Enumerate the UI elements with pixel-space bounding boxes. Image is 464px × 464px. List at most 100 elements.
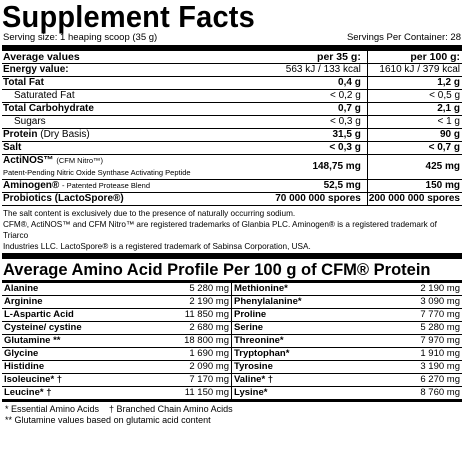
table-row: Salt < 0,3 g < 0,7 g	[2, 141, 462, 155]
amino-name: Arginine	[4, 296, 43, 307]
row-value: 425 mg	[367, 154, 462, 180]
list-item: Cysteine/ cystine 2 680 mg	[2, 322, 232, 335]
row-label-energy: Energy value:	[2, 63, 243, 77]
amino-value: 11 150 mg	[184, 387, 229, 398]
aminogen-label: Aminogen®	[3, 180, 60, 191]
amino-column-left: Alanine 5 280 mg Arginine 2 190 mg L-Aspar…	[2, 283, 232, 400]
table-row: Protein (Dry Basis) 31,5 g 90 g	[2, 128, 462, 142]
table-header-row: Average values per 35 g: per 100 g:	[2, 51, 462, 64]
amino-value: 18 800 mg	[184, 335, 229, 346]
divider-thick	[2, 45, 462, 51]
row-value: 31,5 g	[242, 128, 368, 142]
amino-name: Proline	[234, 309, 267, 320]
row-value: 0,7 g	[242, 102, 368, 116]
list-item: Histidine 2 090 mg	[2, 361, 232, 374]
amino-name: Leucine* †	[4, 387, 52, 398]
divider-thick	[2, 253, 462, 259]
row-value: 52,5 mg	[242, 179, 368, 193]
list-item: Glycine 1 690 mg	[2, 348, 232, 361]
row-value: 150 mg	[367, 179, 462, 193]
row-label-protein: Protein (Dry Basis)	[2, 128, 243, 142]
amino-title: Average Amino Acid Profile Per 100 g of …	[3, 261, 431, 279]
serving-info: Serving size: 1 heaping scoop (35 g) Ser…	[2, 32, 462, 44]
list-item: Isoleucine* † 7 170 mg	[2, 374, 232, 387]
row-value: < 1 g	[367, 115, 462, 129]
amino-name: Glycine	[4, 348, 39, 359]
row-label-saturated-fat: Saturated Fat	[2, 89, 243, 103]
header-label: Average values	[2, 51, 243, 64]
amino-table: Alanine 5 280 mg Arginine 2 190 mg L-Aspar…	[2, 283, 462, 400]
actinos-label: ActiNOS™	[3, 155, 54, 166]
note-trademark-2: Industries LLC. LactoSpore® is a registe…	[3, 242, 311, 251]
row-value: < 0,3 g	[242, 115, 368, 129]
row-label-actinos: ActiNOS™ (CFM Nitro™) Patent-Pending Nitr…	[2, 154, 243, 180]
row-value: < 0,5 g	[367, 89, 462, 103]
divider	[2, 400, 462, 402]
actinos-description: Patent-Pending Nitric Oxide Synthase Act…	[3, 168, 191, 177]
amino-value: 7 170 mg	[189, 374, 229, 385]
row-label-aminogen: Aminogen® - Patented Protease Blend	[2, 179, 243, 193]
list-item: Valine* † 6 270 mg	[232, 374, 462, 387]
row-value: 200 000 000 spores	[367, 192, 462, 206]
table-row: Probiotics (LactoSpore®) 70 000 000 spor…	[2, 192, 462, 206]
row-value: 90 g	[367, 128, 462, 142]
list-item: Tyrosine 3 190 mg	[232, 361, 462, 374]
amino-value: 8 760 mg	[420, 387, 460, 398]
aminogen-suffix: - Patented Protease Blend	[62, 181, 151, 190]
actinos-suffix: (CFM Nitro™)	[56, 156, 104, 165]
table-row: Total Carbohydrate 0,7 g 2,1 g	[2, 102, 462, 116]
amino-value: 7 770 mg	[420, 309, 460, 320]
header-col1: per 35 g:	[242, 51, 368, 64]
table-row: Saturated Fat < 0,2 g < 0,5 g	[2, 89, 462, 103]
amino-name: L-Aspartic Acid	[4, 309, 74, 320]
table-row: Sugars < 0,3 g < 1 g	[2, 115, 462, 129]
list-item: Tryptophan* 1 910 mg	[232, 348, 462, 361]
amino-value: 5 280 mg	[420, 322, 460, 333]
row-value: 1,2 g	[367, 76, 462, 90]
notes: The salt content is exclusively due to t…	[2, 206, 462, 252]
header-col2: per 100 g:	[367, 51, 462, 64]
amino-name: Threonine*	[234, 335, 284, 346]
row-value: 148,75 mg	[242, 154, 368, 180]
amino-name: Methionine*	[234, 283, 288, 294]
row-label-sugars: Sugars	[2, 115, 243, 129]
amino-name: Serine	[234, 322, 264, 333]
list-item: Arginine 2 190 mg	[2, 296, 232, 309]
note-salt: The salt content is exclusively due to t…	[3, 209, 296, 218]
row-value: 0,4 g	[242, 76, 368, 90]
amino-value: 2 090 mg	[189, 361, 229, 372]
amino-name: Glutamine **	[4, 335, 61, 346]
amino-name: Tyrosine	[234, 361, 273, 372]
amino-value: 11 850 mg	[184, 309, 229, 320]
row-label-salt: Salt	[2, 141, 243, 155]
row-value: < 0,2 g	[242, 89, 368, 103]
list-item: L-Aspartic Acid 11 850 mg	[2, 309, 232, 322]
amino-name: Valine* †	[234, 374, 274, 385]
row-value: 1610 kJ / 379 kcal	[367, 63, 462, 77]
panel-title: Supplement Facts	[2, 0, 255, 35]
amino-column-right: Methionine* 2 190 mg Phenylalanine* 3 090 …	[232, 283, 462, 400]
list-item: Methionine* 2 190 mg	[232, 283, 462, 296]
row-value: < 0,7 g	[367, 141, 462, 155]
amino-name: Alanine	[4, 283, 39, 294]
amino-value: 2 190 mg	[420, 283, 460, 294]
amino-value: 3 090 mg	[420, 296, 460, 307]
amino-value: 7 970 mg	[420, 335, 460, 346]
list-item: Proline 7 770 mg	[232, 309, 462, 322]
table-row: ActiNOS™ (CFM Nitro™) Patent-Pending Nitr…	[2, 154, 462, 180]
list-item: Serine 5 280 mg	[232, 322, 462, 335]
protein-suffix: (Dry Basis)	[40, 129, 90, 140]
servings-per-container: Servings Per Container: 28	[346, 32, 461, 43]
list-item: Threonine* 7 970 mg	[232, 335, 462, 348]
list-item: Alanine 5 280 mg	[2, 283, 232, 296]
table-row: Aminogen® - Patented Protease Blend 52,5…	[2, 179, 462, 193]
amino-name: Isoleucine* †	[4, 374, 63, 385]
row-value: < 0,3 g	[242, 141, 368, 155]
list-item: Leucine* † 11 150 mg	[2, 387, 232, 400]
amino-value: 5 280 mg	[189, 283, 229, 294]
footnote-glutamine: ** Glutamine values based on glutamic ac…	[5, 415, 211, 425]
amino-value: 6 270 mg	[420, 374, 460, 385]
footnotes: * Essential Amino Acids † Branched Chain…	[2, 402, 462, 426]
amino-name: Phenylalanine*	[234, 296, 302, 307]
divider	[2, 280, 462, 283]
